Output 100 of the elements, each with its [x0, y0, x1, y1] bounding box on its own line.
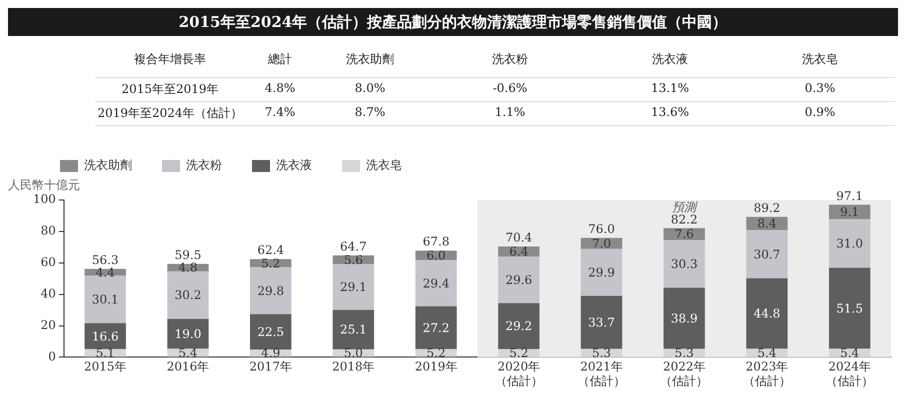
total-label: 62.4	[257, 243, 284, 258]
data-label: 29.4	[422, 276, 450, 290]
total-label: 59.5	[174, 248, 202, 262]
text: 2015年至2019年	[95, 78, 245, 102]
bar	[498, 303, 540, 350]
data-label: 51.5	[836, 301, 864, 316]
bar	[580, 296, 622, 349]
data-label: 9.1	[840, 204, 860, 219]
y-tick-label: 0	[48, 349, 56, 364]
data-label: 16.6	[92, 329, 119, 344]
data-label: 33.7	[588, 316, 615, 330]
x-tick-label: 2017年	[249, 360, 292, 374]
data-label: 5.2	[426, 346, 446, 360]
data-label: 44.8	[754, 306, 780, 321]
text: 洗衣粉	[425, 42, 595, 78]
data-label: 5.3	[674, 346, 694, 360]
text: 0.9%	[745, 102, 895, 126]
y-tick-label: 80	[40, 224, 56, 238]
data-label: 5.3	[592, 346, 612, 360]
data-label: 19.0	[174, 326, 202, 341]
text: 1.1%	[425, 102, 595, 126]
data-label: 4.9	[261, 346, 280, 360]
y-tick-label: 60	[40, 255, 56, 270]
total-label: 97.1	[836, 188, 864, 203]
data-label: 25.1	[340, 322, 367, 337]
data-label: 38.9	[670, 311, 698, 326]
text: 8.0%	[315, 78, 425, 102]
bar	[828, 204, 870, 220]
text: 13.6%	[595, 102, 745, 126]
y-tick-label: 20	[40, 318, 56, 332]
data-label: 29.6	[505, 272, 532, 287]
bar	[664, 288, 705, 349]
data-label: 5.4	[757, 346, 777, 360]
legend-label: 洗衣助劑	[84, 158, 132, 172]
total-label: 76.0	[588, 222, 615, 236]
text: 洗衣液	[595, 42, 745, 78]
bar	[415, 260, 457, 306]
data-label: 30.7	[754, 247, 780, 262]
data-label: 5.0	[344, 346, 363, 360]
legend-label: 洗衣液	[276, 158, 312, 172]
x-tick-label: 2024年（估計）	[826, 360, 874, 388]
data-label: 31.0	[836, 236, 864, 251]
data-label: 5.4	[178, 346, 198, 360]
data-label: 29.1	[340, 280, 367, 294]
legend-label: 洗衣粉	[186, 158, 222, 172]
bar	[498, 256, 540, 304]
x-tick-label: 2022年（估計）	[660, 360, 708, 388]
data-label: 30.1	[92, 292, 119, 307]
bar	[332, 264, 374, 310]
legend-label: 洗衣皂	[366, 158, 402, 172]
text: 洗衣助劑	[315, 42, 425, 78]
text: 7.4%	[245, 102, 315, 126]
x-tick-label: 2019年	[414, 360, 458, 374]
y-axis-title: 人民幣十億元	[8, 178, 80, 192]
data-label: 29.2	[505, 319, 532, 334]
bar	[250, 267, 292, 314]
data-label: 29.8	[257, 284, 284, 298]
text: 0.3%	[745, 78, 895, 102]
data-label: 7.6	[674, 227, 694, 242]
text: 複合年增長率	[95, 42, 245, 78]
total-label: 89.2	[754, 200, 780, 215]
data-label: 5.2	[261, 256, 280, 270]
data-label: 5.2	[509, 346, 528, 360]
text: -0.6%	[425, 78, 595, 102]
data-label: 5.1	[96, 346, 115, 360]
text: 13.1%	[595, 78, 745, 102]
total-label: 82.2	[670, 212, 698, 226]
data-label: 30.2	[174, 288, 202, 302]
bar	[415, 306, 457, 350]
y-tick-label: 40	[40, 286, 56, 300]
bar	[250, 314, 292, 350]
total-label: 64.7	[340, 239, 367, 254]
bar	[167, 318, 209, 349]
y-tick-label: 100	[33, 192, 56, 206]
bar	[664, 240, 705, 288]
data-label: 6.0	[426, 248, 446, 262]
bar	[332, 310, 374, 350]
x-tick-label: 2015年	[84, 360, 127, 374]
text: 4.8%	[245, 78, 315, 102]
bar	[580, 248, 622, 296]
bar	[746, 278, 788, 349]
data-label: 27.2	[422, 320, 450, 335]
data-label: 7.0	[592, 236, 612, 251]
x-tick-label: 2021年（估計）	[578, 360, 626, 388]
data-label: 30.3	[670, 257, 698, 272]
x-tick-label: 2020年（估計）	[494, 360, 543, 388]
x-tick-label: 2018年	[332, 360, 375, 374]
x-tick-label: 2016年	[166, 360, 210, 374]
chart-title: 2015年至2024年（估計）按產品劃分的衣物清潔護理市場零售銷售價值（中國）	[8, 8, 898, 36]
data-label: 5.4	[840, 346, 860, 360]
bar	[84, 323, 126, 350]
total-label: 67.8	[422, 234, 450, 249]
bar	[84, 276, 126, 324]
bar	[746, 230, 788, 278]
band-label: 預測	[672, 200, 698, 214]
x-tick-label: 2023年（估計）	[742, 360, 791, 388]
data-label: 6.4	[509, 244, 529, 259]
data-label: 8.4	[757, 216, 777, 231]
total-label: 56.3	[92, 252, 119, 267]
data-label: 4.8	[178, 260, 198, 275]
